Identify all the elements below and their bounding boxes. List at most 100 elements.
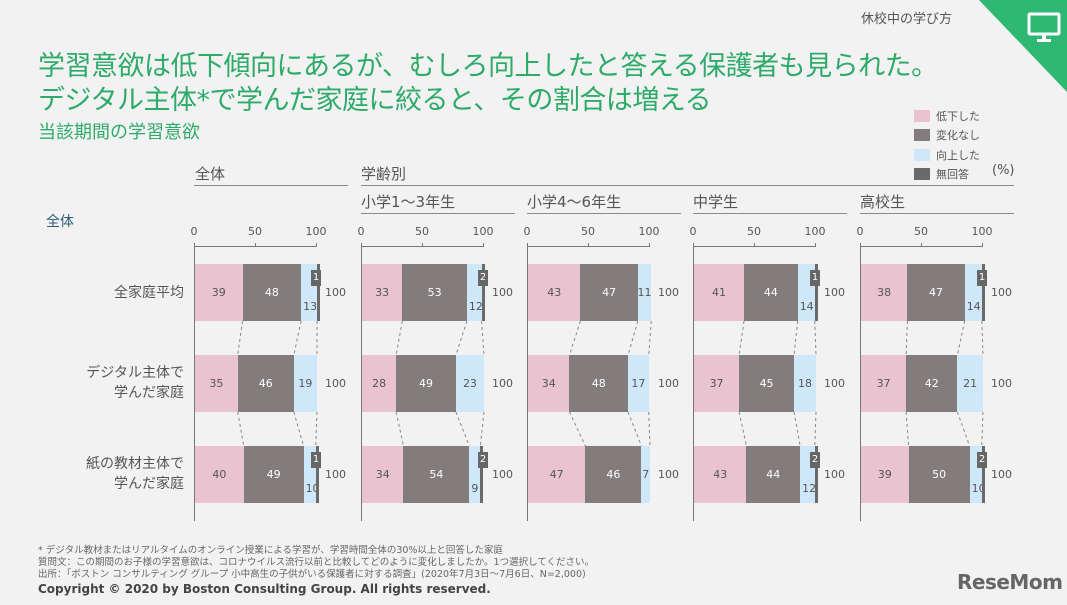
y-axis	[860, 246, 861, 521]
segment-value: 48	[264, 286, 279, 299]
segment-value: 21	[963, 377, 978, 390]
divider	[860, 213, 1014, 214]
connector-line	[315, 412, 318, 446]
row-label-line: 紙の教材主体で	[86, 456, 184, 472]
segment-value: 14	[966, 300, 981, 313]
segment-value: 46	[258, 377, 273, 390]
segment-value: 23	[462, 377, 477, 390]
connector-line	[981, 321, 984, 355]
axis-tick-label: 100	[971, 225, 993, 238]
chart-subtitle: 当該期間の学習意欲	[38, 122, 200, 143]
segment-increased: 12	[466, 264, 483, 321]
chart-panel: 0 50 100 41 44 14 1 100 37 45 18 100 43 44 12 2 100	[689, 225, 845, 525]
connector-line	[814, 321, 817, 355]
connector-line	[316, 321, 318, 355]
segment-value: 43	[547, 286, 562, 299]
row-total: 100	[824, 286, 845, 299]
axis-tick	[316, 243, 317, 247]
chart-legend: 低下した 変化なし 向上した 無回答	[914, 106, 980, 184]
connector-line	[814, 412, 817, 446]
segment-value: 47	[929, 286, 944, 299]
segment-no-answer	[814, 446, 818, 503]
monitor-icon	[1027, 12, 1061, 42]
segment-decreased: 41	[694, 264, 745, 321]
segment-value: 34	[375, 468, 390, 481]
segment-value: 41	[712, 286, 726, 299]
segment-unchanged: 49	[396, 355, 456, 412]
y-axis	[693, 246, 694, 521]
segment-increased: 7	[641, 446, 650, 503]
divider	[693, 213, 847, 214]
segment-value: 11	[637, 286, 652, 299]
row-total: 100	[492, 286, 513, 299]
axis-tick-label: 50	[415, 225, 429, 238]
legend-swatch	[914, 109, 930, 122]
stacked-bar: 35 46 19	[195, 355, 317, 412]
connector-line	[481, 321, 485, 355]
segment-decreased: 37	[861, 355, 907, 412]
axis-tick-label: 0	[689, 225, 697, 238]
connector-line	[569, 412, 586, 446]
no-answer-label: 1	[311, 270, 321, 286]
segment-value: 42	[924, 377, 939, 390]
x-axis	[860, 246, 982, 247]
footnote-source: 出所：「ボストン コンサルティング グループ 小中高生の子供がいる保護者に対する…	[38, 569, 586, 580]
segment-unchanged: 47	[907, 264, 965, 321]
stacked-bar: 34 48 17	[528, 355, 649, 412]
legend-swatch	[914, 148, 930, 161]
segment-increased: 18	[794, 355, 816, 412]
segment-unchanged: 53	[402, 264, 467, 321]
row-total: 100	[492, 377, 513, 390]
axis-tick-label: 50	[248, 225, 262, 238]
y-axis	[361, 246, 362, 521]
segment-unchanged: 48	[569, 355, 629, 412]
row-group-label: 全体	[46, 214, 74, 230]
divider	[194, 185, 348, 186]
row-label: デジタル主体で 学んだ家庭	[24, 363, 184, 403]
segment-decreased: 43	[528, 264, 581, 321]
segment-decreased: 43	[694, 446, 747, 503]
no-answer-label: 1	[810, 270, 820, 286]
segment-decreased: 34	[528, 355, 570, 412]
axis-tick-label: 0	[190, 225, 198, 238]
segment-value: 28	[372, 377, 387, 390]
no-answer-label: 2	[977, 452, 987, 468]
row-label-line: 学んだ家庭	[114, 476, 184, 492]
panel-header: 小学4〜6年生	[527, 193, 622, 211]
panel-header: 中学生	[693, 193, 739, 211]
divider	[527, 213, 681, 214]
segment-value: 33	[375, 286, 390, 299]
group-header-by-age: 学齢別	[361, 165, 407, 183]
stacked-bar: 39 48 13	[195, 264, 320, 321]
axis-tick-label: 100	[804, 225, 826, 238]
stacked-bar: 28 49 23	[362, 355, 484, 412]
row-label: 紙の教材主体で学んだ家庭	[24, 454, 184, 494]
legend-item-decreased: 低下した	[914, 106, 980, 126]
segment-unchanged: 54	[403, 446, 470, 503]
row-total: 100	[991, 286, 1012, 299]
row-total: 100	[658, 286, 679, 299]
chart-panel: 0 50 100 43 47 11 100 34 48 17 100 47 46 7 100	[524, 225, 679, 525]
segment-no-answer	[814, 264, 818, 321]
segment-value: 48	[591, 377, 606, 390]
segment-value: 7	[642, 468, 650, 481]
axis-tick	[361, 243, 362, 247]
axis-tick	[422, 243, 423, 247]
chart-panel: 0 50 100 33 53 12 2 100 28 49 23 100 34 54 9 2 100	[358, 225, 513, 525]
x-axis	[194, 246, 316, 247]
segment-value: 12	[802, 482, 817, 495]
connector-line	[627, 412, 642, 446]
row-total: 100	[824, 377, 845, 390]
segment-value: 35	[209, 377, 224, 390]
row-label-line: デジタル主体で	[86, 365, 184, 381]
section-tag: 休校中の学び方	[861, 12, 953, 27]
axis-tick-label: 100	[472, 225, 494, 238]
segment-unchanged: 46	[585, 446, 642, 503]
segment-value: 9	[471, 482, 479, 495]
segment-decreased: 39	[861, 446, 909, 503]
axis-tick	[754, 243, 755, 247]
axis-tick-label: 100	[305, 225, 327, 238]
divider	[361, 213, 515, 214]
segment-unchanged: 45	[739, 355, 795, 412]
connector-line	[981, 412, 984, 446]
